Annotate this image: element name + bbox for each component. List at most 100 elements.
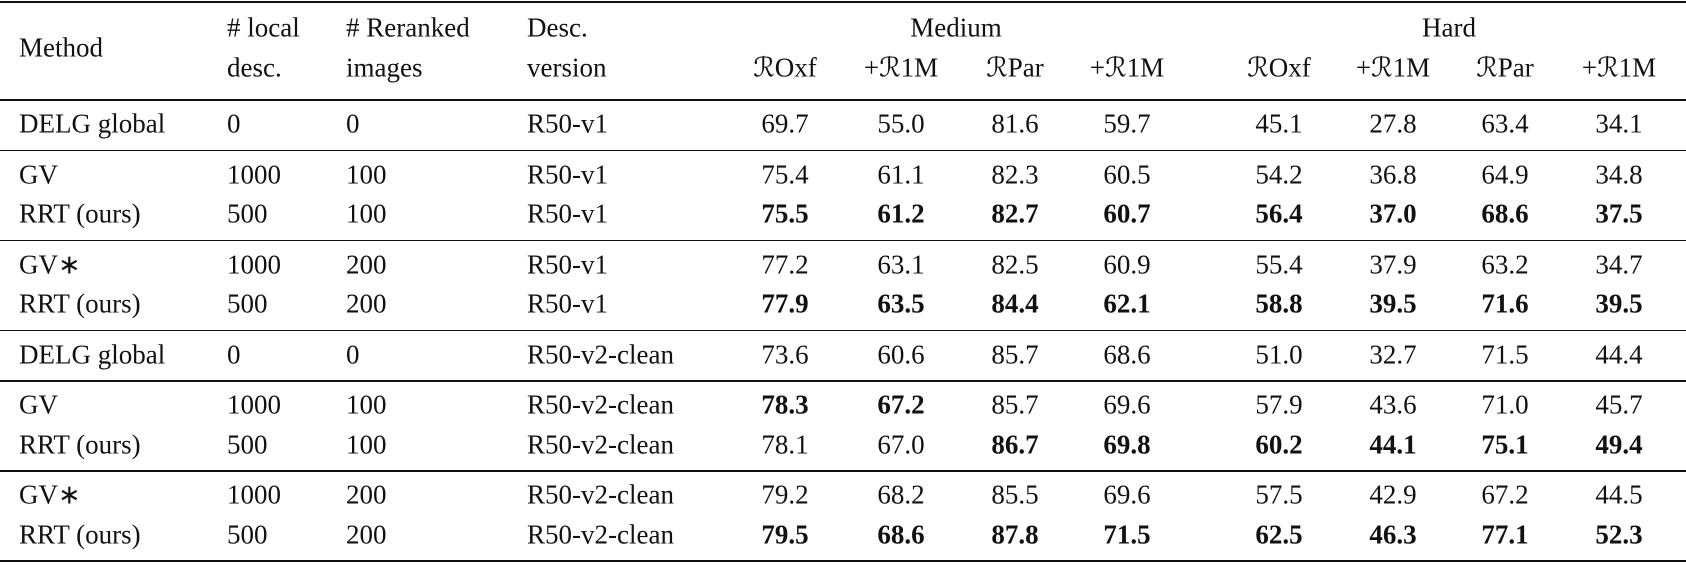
metric-header: ℛPar: [1476, 52, 1534, 83]
method-cell: GV: [19, 389, 58, 420]
metric-cell: 63.4: [1481, 108, 1529, 139]
metric-cell: 69.6: [1103, 479, 1151, 510]
metric-header: +ℛ1M: [1089, 52, 1165, 83]
metric-cell: 71.5: [1481, 339, 1529, 369]
metric-cell: 63.1: [877, 249, 925, 279]
metric-cell: 82.7: [991, 198, 1039, 229]
reranked-cell: 100: [346, 198, 387, 229]
metric-cell: 62.5: [1255, 519, 1303, 549]
metric-cell: 85.7: [991, 389, 1039, 420]
metric-cell: 45.7: [1595, 389, 1643, 420]
local-cell: 1000: [227, 249, 281, 279]
rule: [0, 329, 1686, 331]
method-cell: DELG global: [19, 339, 166, 369]
metric-cell: 63.5: [877, 288, 925, 319]
metric-cell: 43.6: [1369, 389, 1417, 420]
method-cell: RRT (ours): [19, 198, 141, 229]
metric-cell: 69.6: [1103, 389, 1151, 420]
metric-cell: 42.9: [1369, 479, 1417, 510]
metric-cell: 61.2: [877, 198, 925, 229]
metric-cell: 78.3: [761, 389, 809, 420]
metric-cell: 77.1: [1481, 519, 1529, 549]
metric-cell: 61.1: [877, 159, 925, 189]
metric-cell: 84.4: [991, 288, 1039, 319]
metric-header: +ℛ1M: [863, 52, 939, 83]
metric-cell: 60.6: [877, 339, 925, 369]
metric-cell: 68.6: [1103, 339, 1151, 369]
metric-cell: 44.1: [1369, 429, 1417, 459]
metric-cell: 62.1: [1103, 288, 1151, 319]
reranked-cell: 100: [346, 159, 387, 189]
metric-cell: 67.0: [877, 429, 925, 459]
local-cell: 1000: [227, 159, 281, 189]
metric-cell: 69.7: [761, 108, 809, 139]
metric-cell: 57.9: [1255, 389, 1303, 420]
metric-cell: 27.8: [1369, 108, 1417, 139]
rule: [0, 470, 1686, 472]
metric-header: +ℛ1M: [1581, 52, 1657, 83]
metric-cell: 54.2: [1255, 159, 1303, 189]
local-cell: 0: [227, 108, 241, 139]
metric-cell: 55.4: [1255, 249, 1303, 279]
metric-cell: 82.5: [991, 249, 1039, 279]
rule: [0, 99, 1686, 101]
local-cell: 0: [227, 339, 241, 369]
reranked-cell: 0: [346, 339, 360, 369]
metric-cell: 60.5: [1103, 159, 1151, 189]
reranked-cell: 0: [346, 108, 360, 139]
group-header: Hard: [1422, 12, 1476, 43]
metric-cell: 73.6: [761, 339, 809, 369]
header-cell: # local: [227, 12, 300, 43]
version-cell: R50-v1: [527, 198, 608, 229]
metric-cell: 79.2: [761, 479, 809, 510]
rule: [0, 1, 1686, 3]
metric-cell: 75.5: [761, 198, 809, 229]
metric-cell: 67.2: [1481, 479, 1529, 510]
metric-cell: 69.8: [1103, 429, 1151, 459]
metric-cell: 60.7: [1103, 198, 1151, 229]
metric-cell: 82.3: [991, 159, 1039, 189]
metric-cell: 68.6: [877, 519, 925, 549]
local-cell: 1000: [227, 479, 281, 510]
local-cell: 500: [227, 198, 268, 229]
reranked-cell: 100: [346, 429, 387, 459]
metric-cell: 71.0: [1481, 389, 1529, 420]
rule: [0, 380, 1686, 382]
rule: [0, 239, 1686, 241]
method-cell: RRT (ours): [19, 429, 141, 459]
metric-cell: 55.0: [877, 108, 925, 139]
reranked-cell: 200: [346, 249, 387, 279]
header-cell: version: [527, 52, 607, 83]
metric-cell: 85.5: [991, 479, 1039, 510]
reranked-cell: 200: [346, 479, 387, 510]
metric-cell: 71.6: [1481, 288, 1529, 319]
metric-cell: 77.9: [761, 288, 809, 319]
local-cell: 500: [227, 429, 268, 459]
header-cell: desc.: [227, 52, 282, 83]
method-cell: GV∗: [19, 479, 81, 510]
metric-header: ℛOxf: [753, 52, 817, 83]
group-header: Medium: [910, 12, 1002, 43]
metric-cell: 81.6: [991, 108, 1039, 139]
reranked-cell: 100: [346, 389, 387, 420]
metric-cell: 36.8: [1369, 159, 1417, 189]
metric-cell: 57.5: [1255, 479, 1303, 510]
metric-cell: 86.7: [991, 429, 1039, 459]
metric-cell: 75.4: [761, 159, 809, 189]
metric-header: ℛOxf: [1247, 52, 1311, 83]
metric-header: +ℛ1M: [1355, 52, 1431, 83]
metric-cell: 79.5: [761, 519, 809, 549]
metric-cell: 64.9: [1481, 159, 1529, 189]
metric-cell: 68.6: [1481, 198, 1529, 229]
method-cell: RRT (ours): [19, 288, 141, 319]
metric-cell: 67.2: [877, 389, 925, 420]
metric-cell: 51.0: [1255, 339, 1303, 369]
metric-cell: 52.3: [1595, 519, 1643, 549]
metric-header: ℛPar: [986, 52, 1044, 83]
method-cell: GV∗: [19, 249, 81, 279]
metric-cell: 63.2: [1481, 249, 1529, 279]
metric-cell: 60.2: [1255, 429, 1303, 459]
header-cell: Method: [19, 32, 103, 63]
metric-cell: 32.7: [1369, 339, 1417, 369]
version-cell: R50-v2-clean: [527, 479, 674, 510]
